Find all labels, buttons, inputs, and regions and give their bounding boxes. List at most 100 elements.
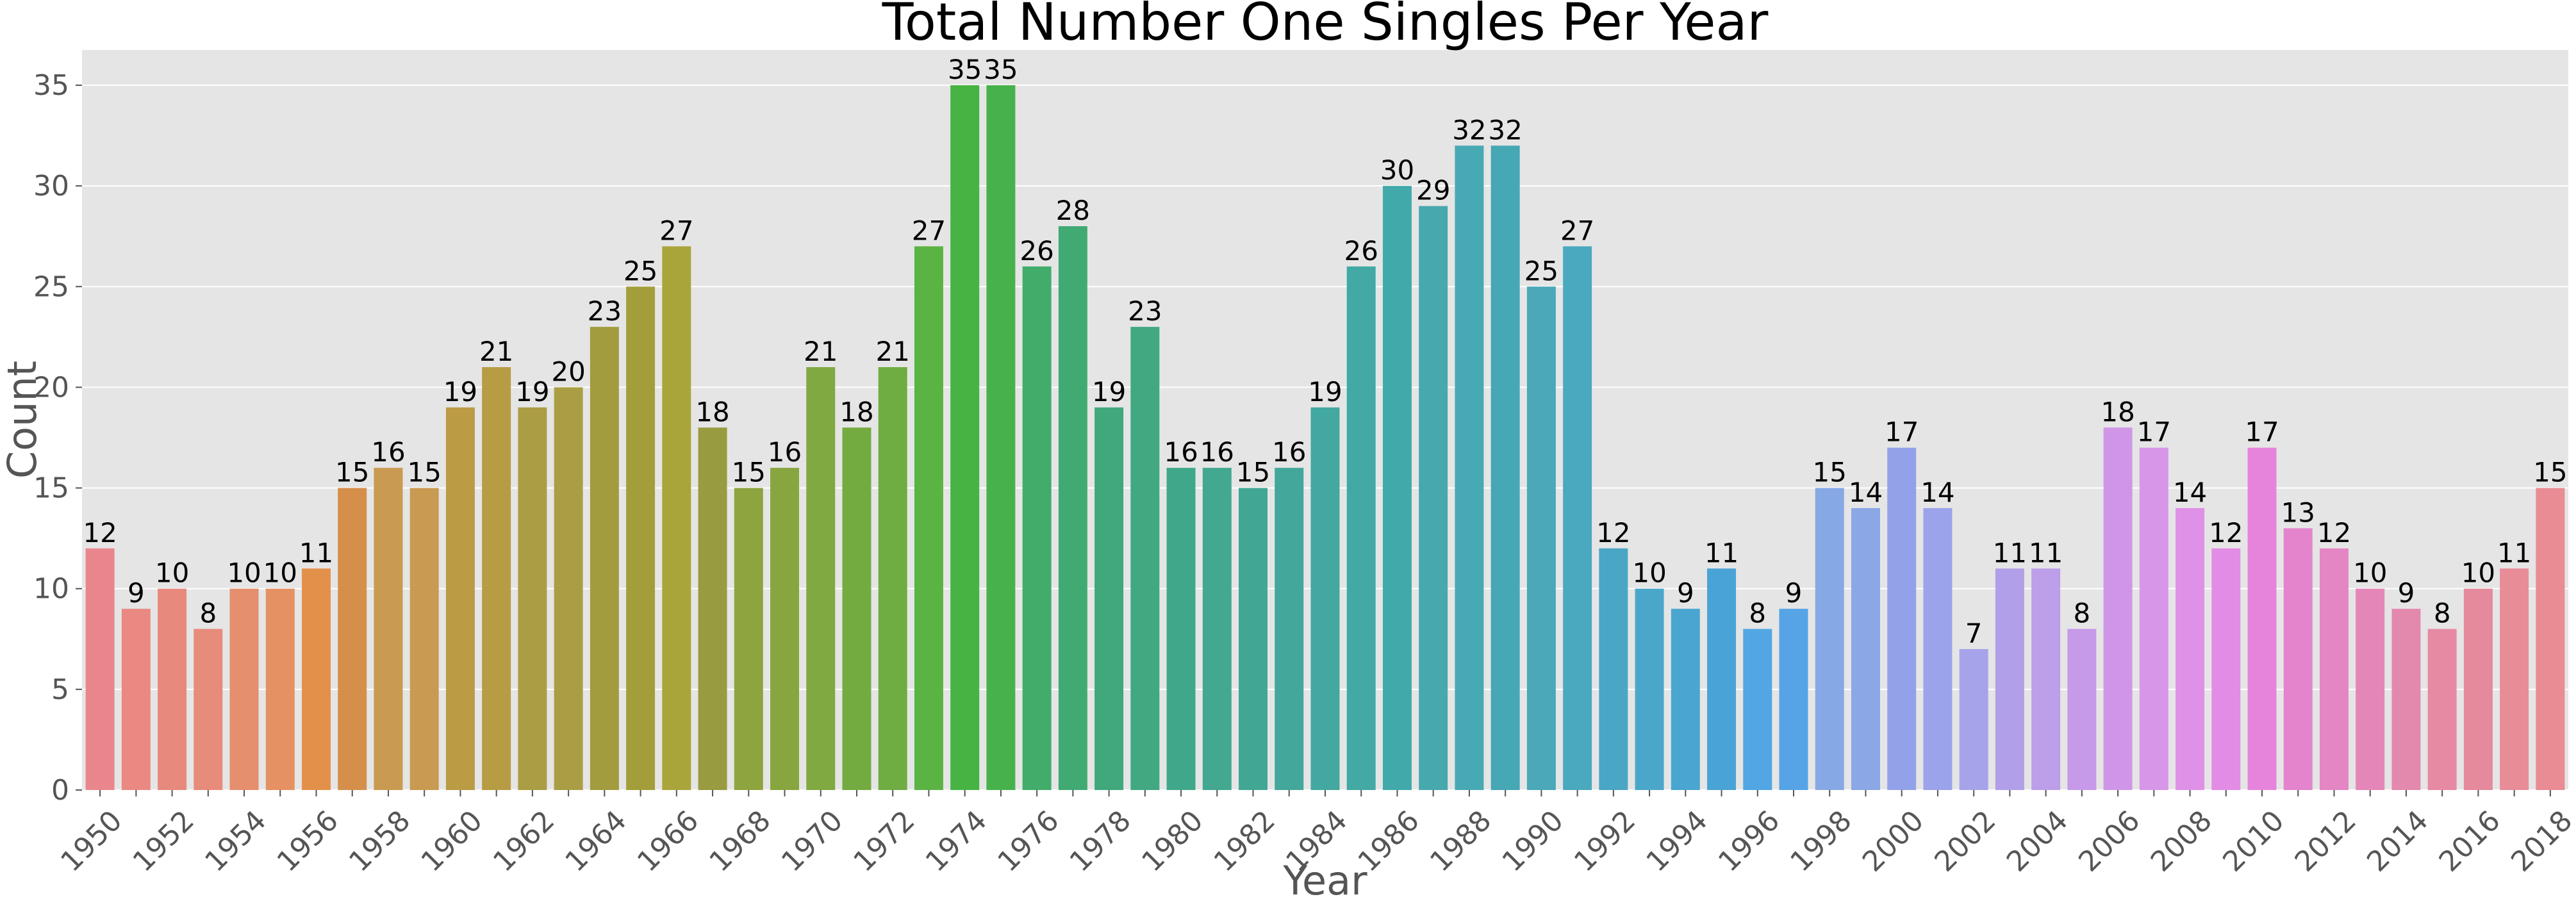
bar-value-label: 25 (623, 255, 657, 286)
bar-1967 (698, 427, 727, 790)
bar-value-label: 8 (2074, 598, 2091, 629)
bar-value-label: 15 (1236, 457, 1270, 488)
bar-1982 (1239, 488, 1268, 790)
bar-value-label: 17 (2245, 416, 2279, 448)
bar-1973 (914, 246, 943, 790)
x-tick-label: 1978 (1064, 804, 1137, 878)
x-tick-label: 1990 (1496, 804, 1570, 878)
bar-1970 (806, 367, 836, 790)
bar-value-label: 11 (2497, 537, 2531, 568)
bar-value-label: 9 (1677, 577, 1694, 609)
bar-1983 (1275, 468, 1304, 790)
x-tick-label: 1956 (271, 804, 345, 878)
bar-value-label: 32 (1488, 114, 1522, 145)
bar-value-label: 10 (155, 557, 189, 589)
x-tick-label: 1994 (1640, 804, 1713, 878)
bar-value-label: 20 (551, 356, 585, 387)
bar-2012 (2320, 548, 2349, 790)
bar-1995 (1707, 568, 1737, 790)
x-tick-label: 1950 (54, 804, 128, 878)
bar-value-label: 12 (83, 517, 117, 548)
bar-value-label: 30 (1380, 154, 1414, 186)
bar-1964 (590, 327, 619, 791)
y-tick-label: 25 (33, 270, 69, 303)
x-tick-label: 1962 (487, 804, 561, 878)
bar-value-label: 10 (2461, 557, 2495, 589)
bar-1992 (1599, 548, 1628, 790)
bar-2000 (1887, 447, 1917, 790)
bar-value-label: 12 (2317, 517, 2351, 548)
bar-2017 (2500, 568, 2529, 790)
bar-value-label: 8 (199, 598, 217, 629)
bar-1956 (302, 568, 331, 790)
bar-value-label: 35 (948, 54, 982, 85)
bar-value-label: 10 (227, 557, 261, 589)
bar-value-label: 15 (732, 457, 766, 488)
bar-1975 (986, 85, 1016, 790)
chart-title: Total Number One Singles Per Year (882, 0, 1769, 52)
bar-1994 (1671, 609, 1700, 790)
bar-value-label: 9 (2398, 577, 2415, 609)
bar-value-label: 10 (1632, 557, 1666, 589)
y-tick-label: 20 (33, 371, 69, 404)
bar-1968 (734, 488, 763, 790)
bar-1961 (482, 367, 511, 790)
bar-2004 (2031, 568, 2061, 790)
x-tick-label: 2012 (2289, 804, 2363, 878)
bar-1950 (85, 548, 115, 790)
bar-1979 (1130, 327, 1160, 791)
bar-1965 (626, 286, 656, 790)
bar-1971 (842, 427, 871, 790)
x-tick-label: 1976 (991, 804, 1065, 878)
bars (85, 85, 2565, 791)
bar-2008 (2176, 508, 2205, 790)
x-tick-label: 1952 (127, 804, 201, 878)
bar-value-label: 11 (1993, 537, 2027, 568)
x-tick-label: 1980 (1135, 804, 1209, 878)
bar-value-label: 10 (263, 557, 297, 589)
bar-1996 (1743, 629, 1772, 790)
x-tick-label: 2016 (2433, 804, 2507, 878)
bar-value-label: 8 (1749, 598, 1766, 629)
bar-value-label: 14 (1849, 477, 1883, 508)
bar-value-label: 15 (407, 457, 441, 488)
bar-1974 (950, 85, 980, 790)
x-tick-label: 1964 (559, 804, 633, 878)
bar-value-label: 21 (804, 336, 838, 367)
x-tick-label: 2018 (2505, 804, 2576, 878)
bar-1962 (518, 407, 547, 790)
x-tick-label: 1992 (1568, 804, 1642, 878)
x-tick-label: 1972 (847, 804, 921, 878)
bar-1953 (194, 629, 223, 790)
bar-2002 (1959, 649, 1988, 790)
bar-value-label: 9 (1785, 577, 1803, 609)
bar-2015 (2427, 629, 2457, 790)
bar-value-label: 16 (768, 436, 802, 468)
y-axis-title: Count (0, 361, 45, 479)
bar-1958 (374, 468, 403, 790)
x-tick-label: 2006 (2072, 804, 2146, 878)
bar-1984 (1310, 407, 1340, 790)
bar-1972 (878, 367, 907, 790)
bar-value-label: 16 (1164, 436, 1198, 468)
bar-1951 (121, 609, 151, 790)
bar-value-label: 26 (1020, 235, 1053, 267)
bar-1952 (158, 588, 187, 790)
bar-1966 (662, 246, 691, 790)
bar-1993 (1635, 588, 1664, 790)
bar-value-label: 9 (128, 577, 145, 609)
x-tick-label: 2002 (1928, 804, 2002, 878)
bar-value-label: 32 (1452, 114, 1486, 145)
y-tick-label: 5 (51, 673, 69, 706)
bar-1990 (1526, 286, 1556, 790)
bar-value-label: 15 (1813, 457, 1847, 488)
bar-value-label: 7 (1965, 618, 1983, 649)
bar-value-label: 15 (2533, 457, 2567, 488)
bar-1969 (770, 468, 800, 790)
bar-2011 (2283, 528, 2313, 790)
bar-value-label: 17 (2137, 416, 2171, 448)
bar-value-label: 10 (2353, 557, 2387, 589)
bar-2006 (2103, 427, 2133, 790)
bar-1986 (1382, 186, 1412, 791)
